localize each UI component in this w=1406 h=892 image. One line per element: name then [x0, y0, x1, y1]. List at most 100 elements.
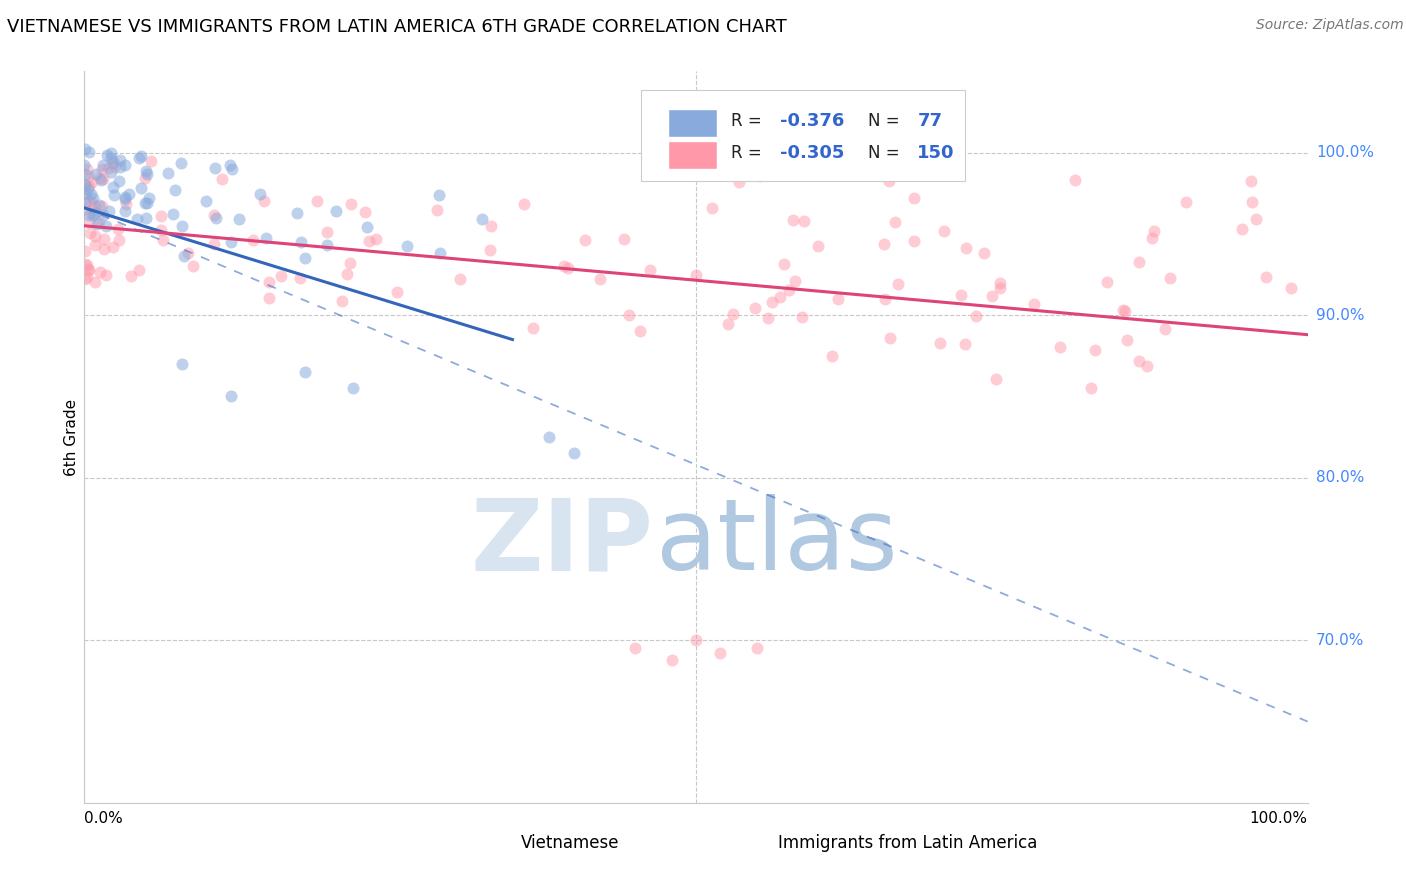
Point	[984, 372, 1007, 386]
Point	[90, 161, 112, 176]
Point	[181, 259, 204, 273]
Point	[77, 208, 100, 222]
Text: Immigrants from Latin America: Immigrants from Latin America	[778, 834, 1038, 852]
Point	[426, 202, 449, 217]
Point	[709, 646, 731, 660]
Point	[429, 245, 451, 260]
Point	[562, 446, 585, 460]
Point	[1140, 230, 1163, 244]
Point	[364, 232, 387, 246]
Point	[135, 211, 157, 225]
Point	[202, 236, 225, 251]
Point	[479, 244, 502, 258]
Point	[100, 151, 122, 165]
Point	[73, 202, 96, 216]
Point	[747, 641, 769, 656]
Point	[294, 365, 316, 379]
Point	[471, 211, 494, 226]
Point	[589, 272, 612, 286]
Point	[285, 206, 308, 220]
Point	[79, 227, 101, 241]
Point	[325, 204, 347, 219]
Point	[700, 202, 723, 216]
Point	[638, 263, 661, 277]
Point	[136, 196, 159, 211]
Text: Vietnamese: Vietnamese	[522, 834, 620, 852]
Point	[114, 189, 136, 203]
Point	[73, 167, 96, 181]
Text: 150: 150	[917, 145, 955, 162]
Point	[336, 268, 359, 282]
Point	[981, 289, 1004, 303]
Point	[89, 215, 111, 229]
Point	[1256, 269, 1278, 284]
Point	[128, 151, 150, 165]
Text: -0.376: -0.376	[780, 112, 845, 130]
Point	[80, 194, 103, 208]
Point	[339, 256, 361, 270]
Point	[877, 174, 900, 188]
Point	[211, 172, 233, 186]
Point	[624, 641, 647, 656]
Point	[340, 197, 363, 211]
Point	[84, 229, 107, 244]
Point	[110, 153, 132, 167]
Point	[83, 202, 105, 216]
Point	[89, 265, 111, 279]
Point	[988, 277, 1011, 291]
Point	[1095, 275, 1118, 289]
Point	[728, 175, 751, 189]
Point	[73, 143, 96, 157]
Point	[149, 210, 172, 224]
FancyBboxPatch shape	[641, 90, 965, 181]
Point	[1279, 281, 1302, 295]
Point	[118, 187, 141, 202]
Point	[395, 239, 418, 253]
Point	[96, 148, 118, 162]
Point	[879, 331, 901, 345]
Point	[96, 219, 118, 233]
Point	[89, 198, 111, 212]
Point	[97, 161, 120, 175]
Point	[80, 206, 103, 220]
Point	[949, 287, 972, 301]
Point	[76, 182, 98, 196]
Point	[75, 186, 97, 200]
Point	[1154, 322, 1177, 336]
Point	[73, 178, 96, 193]
Point	[93, 232, 115, 246]
Point	[93, 242, 115, 256]
Point	[101, 180, 124, 194]
Point	[1159, 270, 1181, 285]
Text: 80.0%: 80.0%	[1316, 470, 1364, 485]
Point	[219, 235, 242, 249]
Point	[73, 186, 96, 201]
Point	[103, 188, 125, 202]
Point	[574, 233, 596, 247]
Point	[783, 275, 806, 289]
Point	[717, 317, 740, 331]
Point	[172, 219, 194, 233]
Point	[97, 204, 120, 219]
Point	[759, 126, 782, 140]
Text: VIETNAMESE VS IMMIGRANTS FROM LATIN AMERICA 6TH GRADE CORRELATION CHART: VIETNAMESE VS IMMIGRANTS FROM LATIN AMER…	[7, 18, 787, 36]
Point	[173, 249, 195, 263]
Point	[782, 213, 804, 227]
Text: N =: N =	[869, 112, 905, 130]
Point	[744, 301, 766, 316]
Point	[86, 217, 108, 231]
Point	[873, 237, 896, 252]
Point	[1230, 222, 1253, 236]
Point	[1114, 304, 1136, 318]
Point	[114, 158, 136, 172]
Text: 70.0%: 70.0%	[1316, 632, 1364, 648]
Point	[315, 225, 337, 239]
Point	[75, 178, 97, 193]
Point	[557, 261, 579, 276]
Point	[617, 308, 640, 322]
Point	[77, 194, 100, 209]
Point	[257, 291, 280, 305]
Point	[1112, 302, 1135, 317]
Point	[988, 281, 1011, 295]
Point	[76, 258, 98, 272]
